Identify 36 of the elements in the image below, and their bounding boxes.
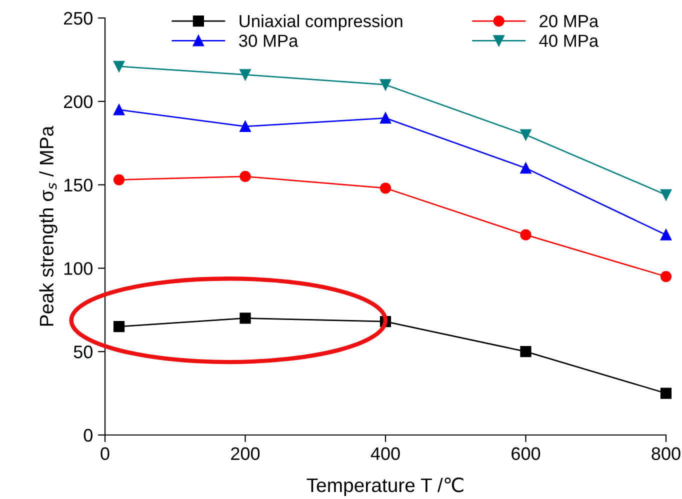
point (240, 170, 251, 182)
point (520, 346, 532, 358)
point (660, 229, 672, 240)
point (240, 312, 251, 324)
legend-label: 40 MPa (539, 34, 599, 47)
legend-label: 20 MPa (540, 14, 599, 28)
y-tick-label: 50 (74, 346, 92, 358)
y-tick-label: 100 (64, 262, 92, 275)
point (520, 129, 532, 140)
y-tick-label: 0 (84, 428, 92, 442)
x-tick-label: 0 (100, 447, 110, 460)
x-axis-title: Temperature T /℃ (306, 478, 464, 496)
point (113, 104, 125, 116)
point (660, 270, 672, 282)
point (520, 229, 532, 240)
point (520, 162, 532, 174)
point (380, 79, 392, 90)
point (240, 120, 251, 132)
point (113, 60, 125, 72)
x-tick-label: 800 (652, 447, 680, 460)
point (240, 69, 251, 80)
x-tick-label: 600 (512, 447, 540, 460)
point (380, 112, 392, 124)
point (113, 174, 125, 186)
y-tick-label: 250 (64, 12, 92, 25)
y-axis-title: Peak strength σ$_{s}$ / MPa (39, 126, 58, 326)
x-tick-label: 400 (370, 447, 400, 460)
y-tick-label: 150 (64, 178, 92, 192)
legend-label: Uniaxial compression (240, 14, 402, 31)
legend-label: 30 MPa (239, 34, 298, 47)
point (660, 388, 672, 399)
point (113, 321, 125, 332)
y-tick-label: 200 (64, 95, 92, 108)
point (380, 182, 392, 194)
point (660, 189, 672, 200)
x-tick-label: 200 (231, 447, 260, 460)
